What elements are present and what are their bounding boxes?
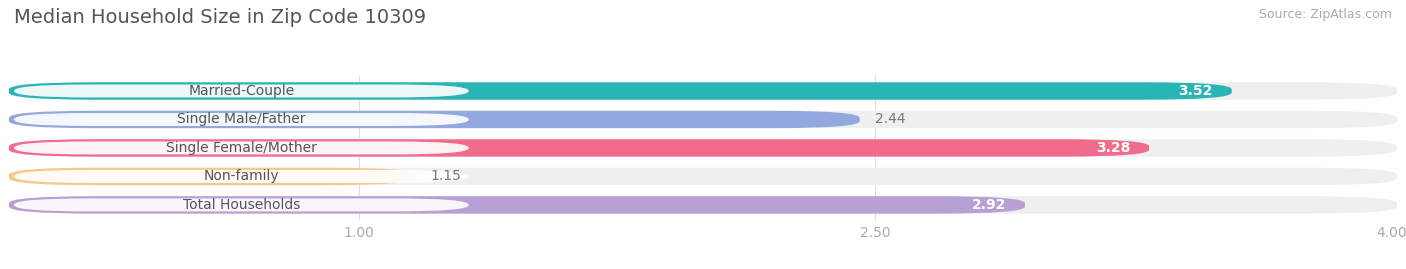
FancyBboxPatch shape [8,82,1398,100]
Text: Single Male/Father: Single Male/Father [177,112,305,126]
Text: 3.28: 3.28 [1095,141,1130,155]
Text: 1.15: 1.15 [430,169,461,183]
Text: Non-family: Non-family [204,169,280,183]
FancyBboxPatch shape [14,113,468,126]
FancyBboxPatch shape [14,84,468,97]
Text: 2.44: 2.44 [875,112,905,126]
FancyBboxPatch shape [14,141,468,154]
FancyBboxPatch shape [8,196,1398,214]
FancyBboxPatch shape [8,111,859,128]
FancyBboxPatch shape [8,168,1398,185]
FancyBboxPatch shape [8,168,415,185]
FancyBboxPatch shape [8,82,1232,100]
Text: 2.92: 2.92 [972,198,1007,212]
FancyBboxPatch shape [14,199,468,211]
FancyBboxPatch shape [8,139,1398,157]
FancyBboxPatch shape [8,111,1398,128]
Text: Single Female/Mother: Single Female/Mother [166,141,316,155]
FancyBboxPatch shape [8,139,1149,157]
FancyBboxPatch shape [14,170,468,183]
Text: Median Household Size in Zip Code 10309: Median Household Size in Zip Code 10309 [14,8,426,27]
FancyBboxPatch shape [8,196,1025,214]
Text: Married-Couple: Married-Couple [188,84,294,98]
Text: Source: ZipAtlas.com: Source: ZipAtlas.com [1258,8,1392,21]
Text: Total Households: Total Households [183,198,299,212]
Text: 3.52: 3.52 [1178,84,1213,98]
